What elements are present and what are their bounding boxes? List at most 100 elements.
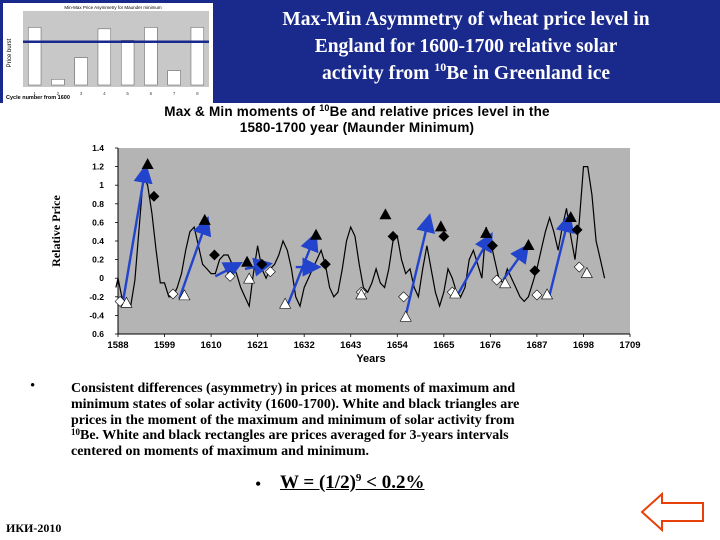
bullet-line-4-text: Be. White and black rectangles are price… (80, 428, 509, 444)
formula: W = (1/2)9 < 0.2% (280, 472, 425, 494)
black-diamond-marker (487, 240, 498, 252)
thumbnail-bar (167, 70, 181, 86)
white-diamond-marker (573, 261, 585, 273)
black-diamond-marker (209, 249, 220, 261)
white-triangle-marker (449, 287, 462, 299)
x-tick-label: 1588 (107, 340, 128, 351)
thumbnail-ylabel: Price burst (7, 38, 13, 67)
thumbnail-tick-label: 5 (126, 91, 129, 96)
white-triangle-marker (399, 310, 412, 322)
thumbnail-tick-label: 2 (57, 91, 60, 96)
formula-exponent: 9 (355, 472, 362, 484)
white-triangle-marker (541, 288, 554, 300)
white-diamond-marker (491, 274, 503, 286)
y-tick-label: 1.2 (92, 162, 104, 172)
black-diamond-marker (256, 258, 268, 270)
black-diamond-marker (438, 230, 450, 242)
slide-title-line-1: Max-Min Asymmetry of wheat price level i… (282, 9, 650, 30)
asymmetry-vector (214, 262, 243, 280)
left-arrow-icon[interactable] (640, 491, 706, 533)
white-diamond-marker (167, 288, 179, 300)
slide-title-line-3-pre: activity from (321, 63, 435, 84)
asymmetry-vector (121, 163, 153, 307)
thumbnail-tick-label: 3 (80, 91, 83, 96)
asymmetry-vector (286, 231, 319, 307)
white-diamond-marker (264, 266, 276, 278)
white-triangle-marker (120, 296, 133, 308)
x-tick-label: 1687 (526, 340, 547, 351)
thumbnail-tick-label: 6 (150, 91, 153, 96)
thumbnail-tick-label: 1 (33, 91, 36, 96)
thumbnail-tick-label: 7 (173, 91, 176, 96)
asymmetry-vector (404, 213, 436, 316)
x-tick-label: 1709 (619, 340, 640, 351)
back-button[interactable] (640, 491, 706, 537)
y-tick-label: 0.2 (92, 255, 104, 265)
thumbnail-tick-label: 8 (196, 91, 199, 96)
thumbnail-tick-label: 4 (103, 91, 106, 96)
bullet-line-5: centered on moments of maximum and minim… (71, 444, 370, 460)
black-diamond-marker (319, 258, 331, 270)
y-tick-label: -0.2 (89, 292, 104, 302)
thumbnail-bar (27, 27, 42, 86)
black-triangle-marker (480, 226, 493, 238)
bullet-line-4: 10Be. White and black rectangles are pri… (71, 428, 656, 444)
asymmetry-vector (178, 216, 212, 300)
x-tick-label: 1599 (154, 340, 175, 351)
black-diamond-marker (148, 190, 160, 202)
slide-title-line-3-post: Be in Greenland ice (446, 63, 611, 84)
x-axis-label: Years (356, 353, 385, 365)
white-triangle-marker (499, 277, 512, 289)
black-triangle-marker (241, 255, 254, 267)
black-diamond-marker (571, 224, 583, 236)
asymmetry-vector (455, 232, 493, 298)
black-triangle-marker (379, 208, 392, 220)
asymmetry-vectors (121, 163, 575, 316)
plot-area (118, 148, 630, 334)
bullet-line-2: minimum states of solar activity (1600-1… (71, 396, 520, 412)
x-tick-label: 1621 (247, 340, 269, 351)
y-axis-label: Relative Price (49, 195, 63, 267)
black-triangle-marker (522, 239, 535, 250)
thumbnail-xlabel: Cycle number from 1600 (6, 95, 70, 101)
y-tick-labels: 0.6 -0.4 -0.2 0 0.2 0.4 0.6 0.8 1 1.2 1.4 (89, 143, 104, 339)
y-tick-label: 1.4 (92, 143, 104, 153)
black-triangle-marker (434, 220, 447, 232)
chart-title-pre: Max & Min moments of (164, 104, 320, 119)
white-triangle-marker (243, 272, 256, 284)
thumbnail-bar (74, 57, 88, 86)
black-diamond-marker (529, 265, 541, 277)
x-tick-labels: 1588 1599 1610 1621 1632 1643 1654 1665 1676 1687… (107, 340, 640, 351)
white-triangle-marker (178, 289, 191, 301)
formula-bullet: • (255, 474, 262, 494)
black-diamond-marker (387, 230, 399, 242)
bullet-line-1: Consistent differences (asymmetry) in pr… (71, 381, 516, 396)
thumbnail-title: Min-Max Price Asymmetry for Maunder mini… (64, 5, 162, 10)
main-chart: 0.6 -0.4 -0.2 0 0.2 0.4 0.6 0.8 1 1.2 1.4 1588 1599… (49, 143, 641, 365)
chart-title-line-2: 1580-1700 year (Maunder Minimum) (239, 120, 475, 135)
chart-title-post: Be and relative prices level in the (329, 104, 550, 119)
thumbnail-bar (51, 78, 65, 86)
thumbnail-plot-area (23, 11, 209, 87)
x-tick-label: 1654 (387, 340, 409, 351)
black-triangle-marker (141, 158, 154, 170)
white-diamond-marker (224, 270, 236, 282)
white-diamond-marker (531, 289, 543, 301)
slide-title: Max-Min Asymmetry of wheat price level i… (220, 6, 712, 87)
footer-label: ИКИ-2010 (6, 521, 62, 535)
asymmetry-vector (548, 213, 575, 296)
thumbnail-bar (120, 40, 135, 86)
asymmetry-vector (502, 243, 530, 281)
y-tick-label: 0.4 (92, 236, 104, 246)
bullet-line-4-superscript: 10 (71, 427, 80, 438)
black-triangle-marker (198, 213, 211, 225)
formula-post: < 0.2% (361, 472, 425, 493)
slide-title-line-3: activity from 10Be in Greenland ice (220, 60, 712, 87)
black-triangle-marker (564, 211, 577, 223)
formula-pre: W = (1/2) (280, 472, 356, 493)
chart-title: Max & Min moments of 10Be and relative p… (122, 104, 592, 136)
thumbnail-bar (97, 28, 112, 86)
x-tick-label: 1698 (573, 340, 594, 351)
slide-title-superscript: 10 (434, 60, 447, 74)
y-tick-label: 0.6 (92, 329, 104, 339)
